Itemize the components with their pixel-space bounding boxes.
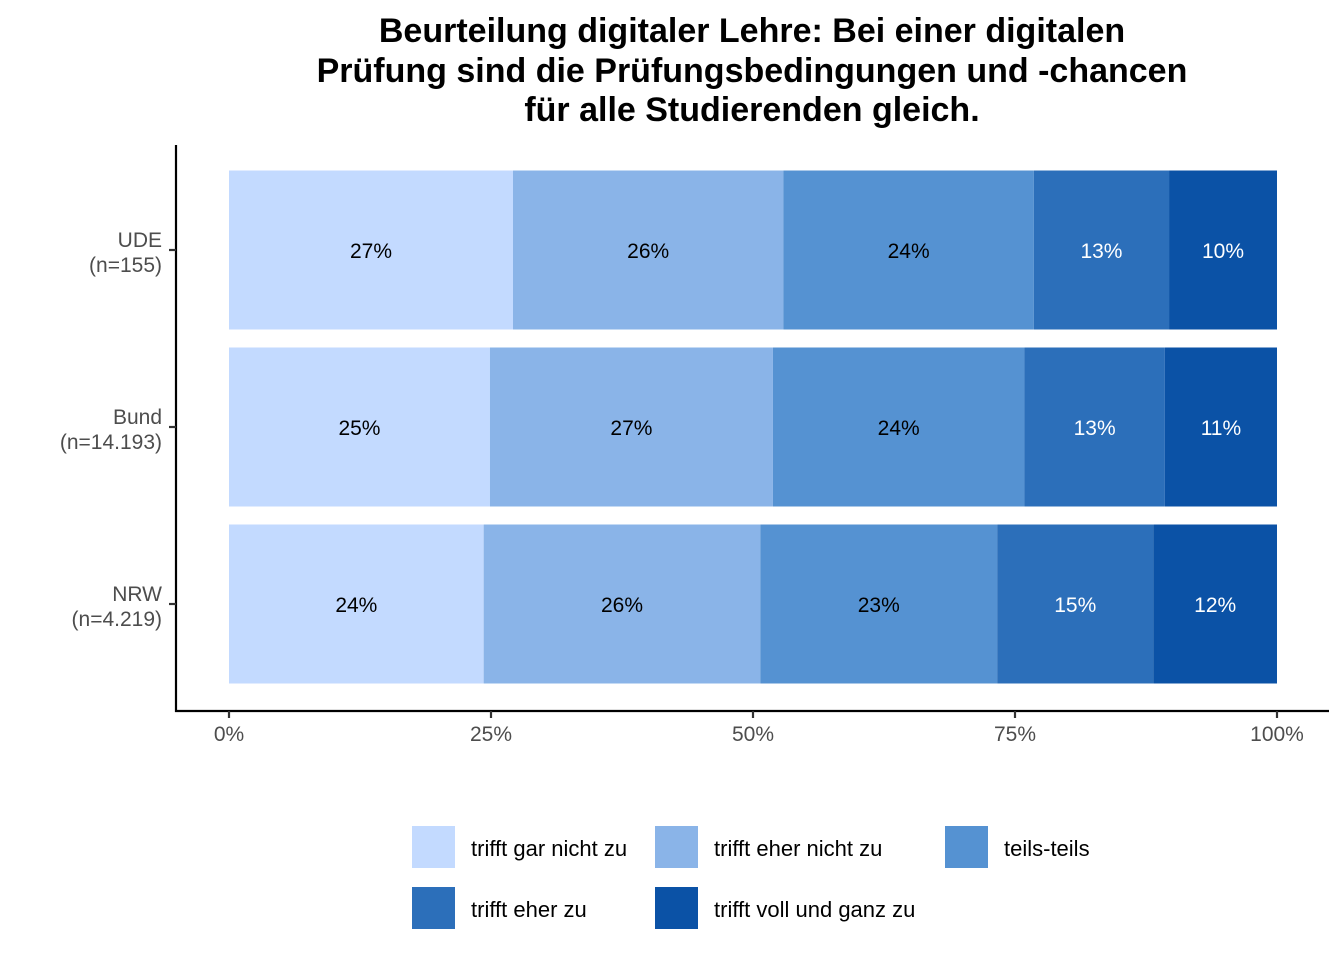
legend-swatch <box>412 887 455 929</box>
bar-data-label: 26% <box>601 594 643 617</box>
y-tick-label-name: UDE <box>118 229 162 252</box>
bar-segment <box>772 347 1025 507</box>
y-tick-label-n: (n=4.219) <box>72 608 162 631</box>
bar-data-label: 13% <box>1074 417 1116 440</box>
bar-data-label: 24% <box>888 240 930 263</box>
bar-data-label: 23% <box>858 594 900 617</box>
bar-segment <box>1024 347 1165 507</box>
legend-swatch <box>945 826 988 868</box>
chart-title-line: für alle Studierenden gleich. <box>524 91 979 129</box>
legend-label: trifft eher zu <box>471 897 587 922</box>
bar-segment <box>1164 347 1277 507</box>
data-labels: 27% 26% 24% 13% 10% 25% 27% 24% 13% 11% 24% 26% 23% 1… <box>335 240 1244 617</box>
chart-title: Beurteilung digitaler Lehre: Bei einer d… <box>317 12 1188 129</box>
legend-swatch <box>655 826 698 868</box>
y-tick-label-n: (n=155) <box>89 254 162 277</box>
bar-data-label: 26% <box>627 240 669 263</box>
bar-segment <box>513 170 784 330</box>
bar-data-label: 27% <box>610 417 652 440</box>
bar-segment <box>1033 170 1170 330</box>
legend: trifft gar nicht zu trifft eher nicht zu t… <box>412 826 1090 929</box>
bar-segment <box>229 524 484 684</box>
legend-swatch <box>655 887 698 929</box>
bar-segment <box>483 524 761 684</box>
legend-swatch <box>412 826 455 868</box>
bar-segment <box>997 524 1154 684</box>
x-tick-label: 50% <box>732 723 774 746</box>
legend-label: trifft voll und ganz zu <box>714 897 915 922</box>
y-tick-label-name: NRW <box>112 583 162 606</box>
legend-label: trifft gar nicht zu <box>471 836 627 861</box>
bar-segment <box>229 170 514 330</box>
bar-data-label: 15% <box>1054 594 1096 617</box>
chart-title-line: Beurteilung digitaler Lehre: Bei einer d… <box>379 12 1125 50</box>
x-tick-label: 75% <box>994 723 1036 746</box>
legend-label: trifft eher nicht zu <box>714 836 882 861</box>
y-tick-label-n: (n=14.193) <box>60 431 162 454</box>
bar-segment <box>489 347 773 507</box>
x-tick-label: 0% <box>214 723 244 746</box>
bar-segments <box>229 170 1277 684</box>
legend-label: teils-teils <box>1004 836 1090 861</box>
bar-segment <box>783 170 1034 330</box>
bar-data-label: 10% <box>1202 240 1244 263</box>
chart-title-line: Prüfung sind die Prüfungsbedingungen und… <box>317 52 1188 90</box>
bar-data-label: 24% <box>335 594 377 617</box>
bar-segment <box>229 347 490 507</box>
axes: UDE(n=155) Bund(n=14.193) NRW(n=4.219) 0% 25… <box>60 145 1329 746</box>
bar-data-label: 27% <box>350 240 392 263</box>
bar-data-label: 11% <box>1201 417 1241 440</box>
bar-data-label: 24% <box>878 417 920 440</box>
bar-segment <box>1169 170 1277 330</box>
bar-data-label: 25% <box>338 417 380 440</box>
bar-segment <box>1153 524 1277 684</box>
x-tick-label: 25% <box>470 723 512 746</box>
x-tick-label: 100% <box>1250 723 1304 746</box>
bar-data-label: 13% <box>1080 240 1122 263</box>
bar-segment <box>760 524 998 684</box>
y-tick-label-name: Bund <box>113 406 162 429</box>
bar-data-label: 12% <box>1194 594 1236 617</box>
